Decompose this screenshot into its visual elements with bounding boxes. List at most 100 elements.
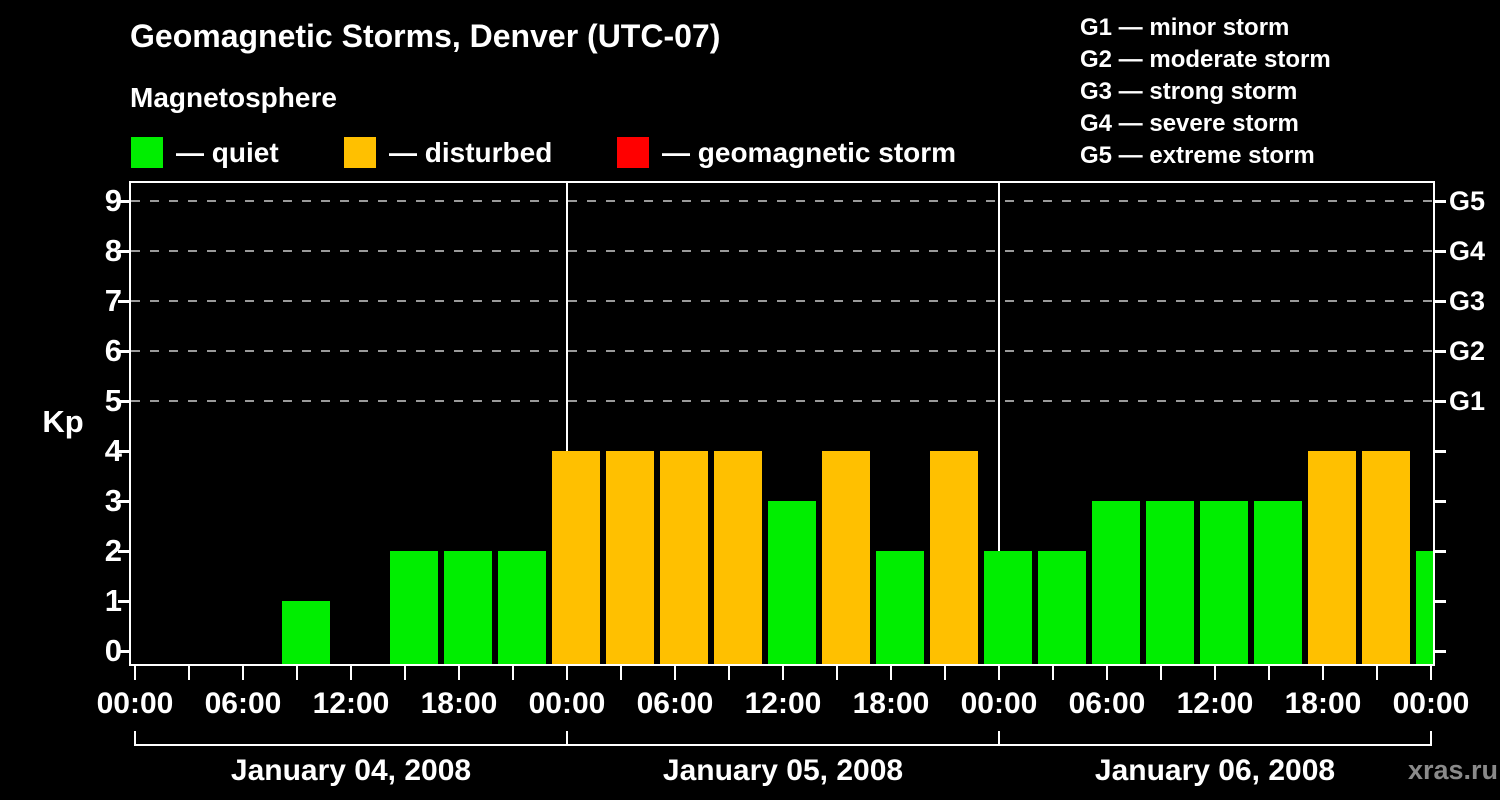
y-axis-label-4: 4 xyxy=(104,433,122,468)
y-axis-title: Kp xyxy=(42,404,84,439)
gridline-kp5 xyxy=(131,400,1433,402)
date-bracket-tick xyxy=(566,731,568,746)
legend-label-3: — geomagnetic storm xyxy=(662,137,957,168)
kp-bar xyxy=(822,451,870,664)
date-label: January 05, 2008 xyxy=(662,754,904,787)
x-tick xyxy=(1106,666,1108,680)
kp-bar xyxy=(444,551,492,664)
y-tick-right xyxy=(1433,250,1446,253)
y-tick-right xyxy=(1433,350,1446,353)
x-tick xyxy=(782,666,784,680)
x-axis-time-label: 06:00 xyxy=(636,687,714,720)
g-legend-line-4: G4 — severe storm xyxy=(1080,110,1299,137)
g-axis-label-G2: G2 xyxy=(1449,336,1486,366)
y-axis-label-8: 8 xyxy=(104,233,122,268)
y-axis-label-3: 3 xyxy=(104,483,122,518)
x-tick xyxy=(1322,666,1324,680)
g-legend-line-2: G2 — moderate storm xyxy=(1080,46,1331,73)
date-bracket-tick xyxy=(134,731,136,746)
x-tick xyxy=(728,666,730,680)
g-scale-legend: G1 — minor storm G2 — moderate storm G3 — … xyxy=(1080,12,1331,172)
x-axis-time-label: 18:00 xyxy=(420,687,498,720)
x-tick xyxy=(242,666,244,680)
kp-bar xyxy=(714,451,762,664)
x-tick xyxy=(890,666,892,680)
x-axis-time-label: 06:00 xyxy=(1068,687,1146,720)
x-tick xyxy=(674,666,676,680)
date-label: January 06, 2008 xyxy=(1094,754,1336,787)
kp-bar xyxy=(930,451,978,664)
x-axis-time-label: 18:00 xyxy=(852,687,930,720)
y-tick-right xyxy=(1433,300,1446,303)
x-tick xyxy=(1214,666,1216,680)
day-separator xyxy=(998,183,1000,664)
legend-label-2: — disturbed xyxy=(389,137,553,168)
x-tick xyxy=(1052,666,1054,680)
g-legend-line-5: G5 — extreme storm xyxy=(1080,142,1315,169)
watermark: xras.ru xyxy=(1407,755,1498,785)
kp-bar xyxy=(1254,501,1302,664)
y-axis-label-0: 0 xyxy=(104,633,122,668)
x-axis-time-label: 00:00 xyxy=(96,687,174,720)
kp-bar xyxy=(1362,451,1410,664)
kp-bar xyxy=(390,551,438,664)
day-separator xyxy=(566,183,568,664)
y-tick-left xyxy=(118,600,131,603)
kp-bar xyxy=(606,451,654,664)
g-axis-label-G5: G5 xyxy=(1449,186,1486,216)
x-axis-time-label: 06:00 xyxy=(204,687,282,720)
g-legend-line-3: G3 — strong storm xyxy=(1080,78,1298,105)
x-axis-time-label: 00:00 xyxy=(960,687,1038,720)
gridline-kp6 xyxy=(131,350,1433,352)
g-axis-label-G3: G3 xyxy=(1449,286,1486,316)
legend-label-1: — quiet xyxy=(176,137,279,168)
y-tick-right xyxy=(1433,450,1446,453)
x-tick xyxy=(134,666,136,680)
x-axis-time-label: 12:00 xyxy=(312,687,390,720)
y-tick-left xyxy=(118,300,131,303)
x-tick xyxy=(566,666,568,680)
y-tick-left xyxy=(118,650,131,653)
y-axis-label-7: 7 xyxy=(104,283,122,318)
x-tick xyxy=(1160,666,1162,680)
y-tick-right xyxy=(1433,500,1446,503)
g-axis-label-G4: G4 xyxy=(1449,236,1486,266)
gridline-kp7 xyxy=(131,300,1433,302)
kp-bar xyxy=(552,451,600,664)
kp-bar xyxy=(660,451,708,664)
y-tick-left xyxy=(118,400,131,403)
y-tick-right xyxy=(1433,200,1446,203)
kp-bar xyxy=(876,551,924,664)
y-axis-label-5: 5 xyxy=(104,383,122,418)
x-axis-time-label: 12:00 xyxy=(744,687,822,720)
kp-bar xyxy=(1092,501,1140,664)
kp-bar xyxy=(282,601,330,664)
x-tick xyxy=(1268,666,1270,680)
y-tick-left xyxy=(118,200,131,203)
x-axis-time-label: 00:00 xyxy=(528,687,606,720)
kp-bar xyxy=(1038,551,1086,664)
x-tick xyxy=(836,666,838,680)
y-tick-left xyxy=(118,450,131,453)
kp-bar xyxy=(1200,501,1248,664)
x-tick xyxy=(350,666,352,680)
date-bracket-tick xyxy=(998,731,1000,746)
x-tick xyxy=(404,666,406,680)
x-tick xyxy=(188,666,190,680)
y-tick-left xyxy=(118,250,131,253)
y-tick-left xyxy=(118,500,131,503)
gridline-kp8 xyxy=(131,250,1433,252)
x-axis-time-label: 00:00 xyxy=(1392,687,1470,720)
page-title: Geomagnetic Storms, Denver (UTC-07) xyxy=(130,18,721,54)
x-axis-time-label: 18:00 xyxy=(1284,687,1362,720)
y-tick-left xyxy=(118,350,131,353)
x-tick xyxy=(944,666,946,680)
y-axis-label-1: 1 xyxy=(104,583,122,618)
x-axis-time-label: 12:00 xyxy=(1176,687,1254,720)
legend-swatch-3 xyxy=(617,137,649,168)
y-tick-left xyxy=(118,550,131,553)
date-bracket-tick xyxy=(1430,731,1432,746)
kp-bar xyxy=(498,551,546,664)
y-axis-label-9: 9 xyxy=(104,183,122,218)
kp-bar-partial xyxy=(1416,551,1433,664)
